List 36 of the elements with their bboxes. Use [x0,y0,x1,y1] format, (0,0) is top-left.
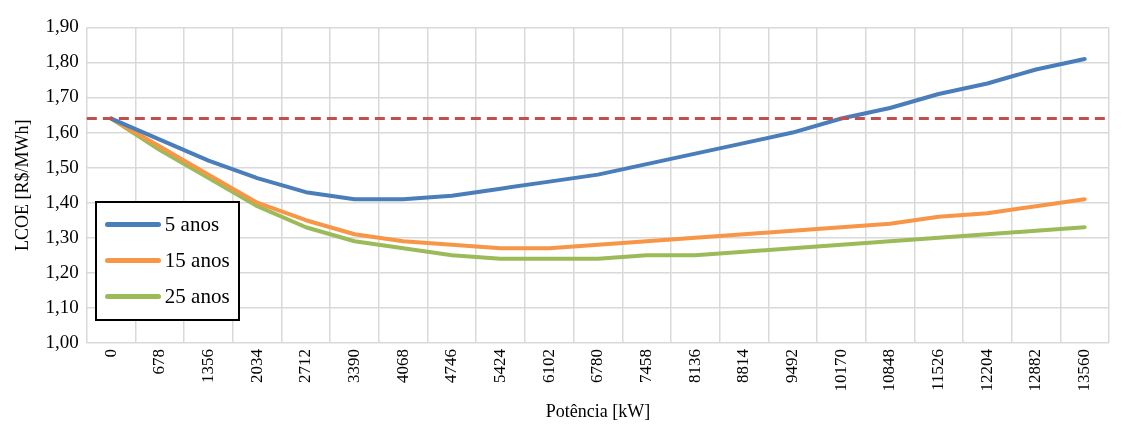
y-tick-label: 1,60 [45,120,79,142]
y-tick-label: 1,40 [45,190,79,212]
y-axis-title: LCOE [R$/MWh] [11,119,32,251]
x-tick-label: 6780 [587,348,607,383]
y-tick-label: 1,00 [45,330,79,352]
x-tick-label: 678 [149,348,169,375]
legend-label: 5 anos [164,212,220,238]
x-tick-label: 1356 [198,348,217,383]
x-axis-title: Potência [kW] [545,400,651,421]
x-tick-label: 13560 [1074,348,1094,392]
x-tick-label: 10170 [830,348,850,392]
x-tick-label: 8136 [684,348,704,383]
y-tick-label: 1,90 [45,15,79,37]
x-tick-label: 10848 [879,348,899,392]
x-tick-label: 8814 [733,348,753,383]
legend-label: 15 anos [164,248,230,274]
x-tick-label: 2712 [295,348,315,383]
y-tick-label: 1,80 [45,50,79,72]
x-tick-label: 12204 [976,348,996,392]
x-tick-label: 0 [100,348,120,358]
y-tick-label: 1,70 [45,85,79,107]
x-tick-label: 5424 [490,348,510,383]
x-tick-label: 3390 [344,348,364,383]
y-tick-label: 1,50 [45,155,79,177]
y-tick-label: 1,10 [45,295,79,317]
x-tick-label: 2034 [246,348,266,383]
legend-label: 25 anos [164,284,230,310]
x-tick-label: 7458 [636,348,656,383]
x-tick-label: 6102 [538,348,558,383]
x-tick-label: 9492 [782,348,802,383]
x-tick-label: 11526 [928,348,948,391]
y-tick-label: 1,30 [45,225,79,247]
x-tick-label: 4068 [392,348,412,383]
x-tick-label: 12882 [1025,348,1045,392]
y-tick-label: 1,20 [45,260,79,282]
x-tick-label: 4746 [441,348,461,383]
